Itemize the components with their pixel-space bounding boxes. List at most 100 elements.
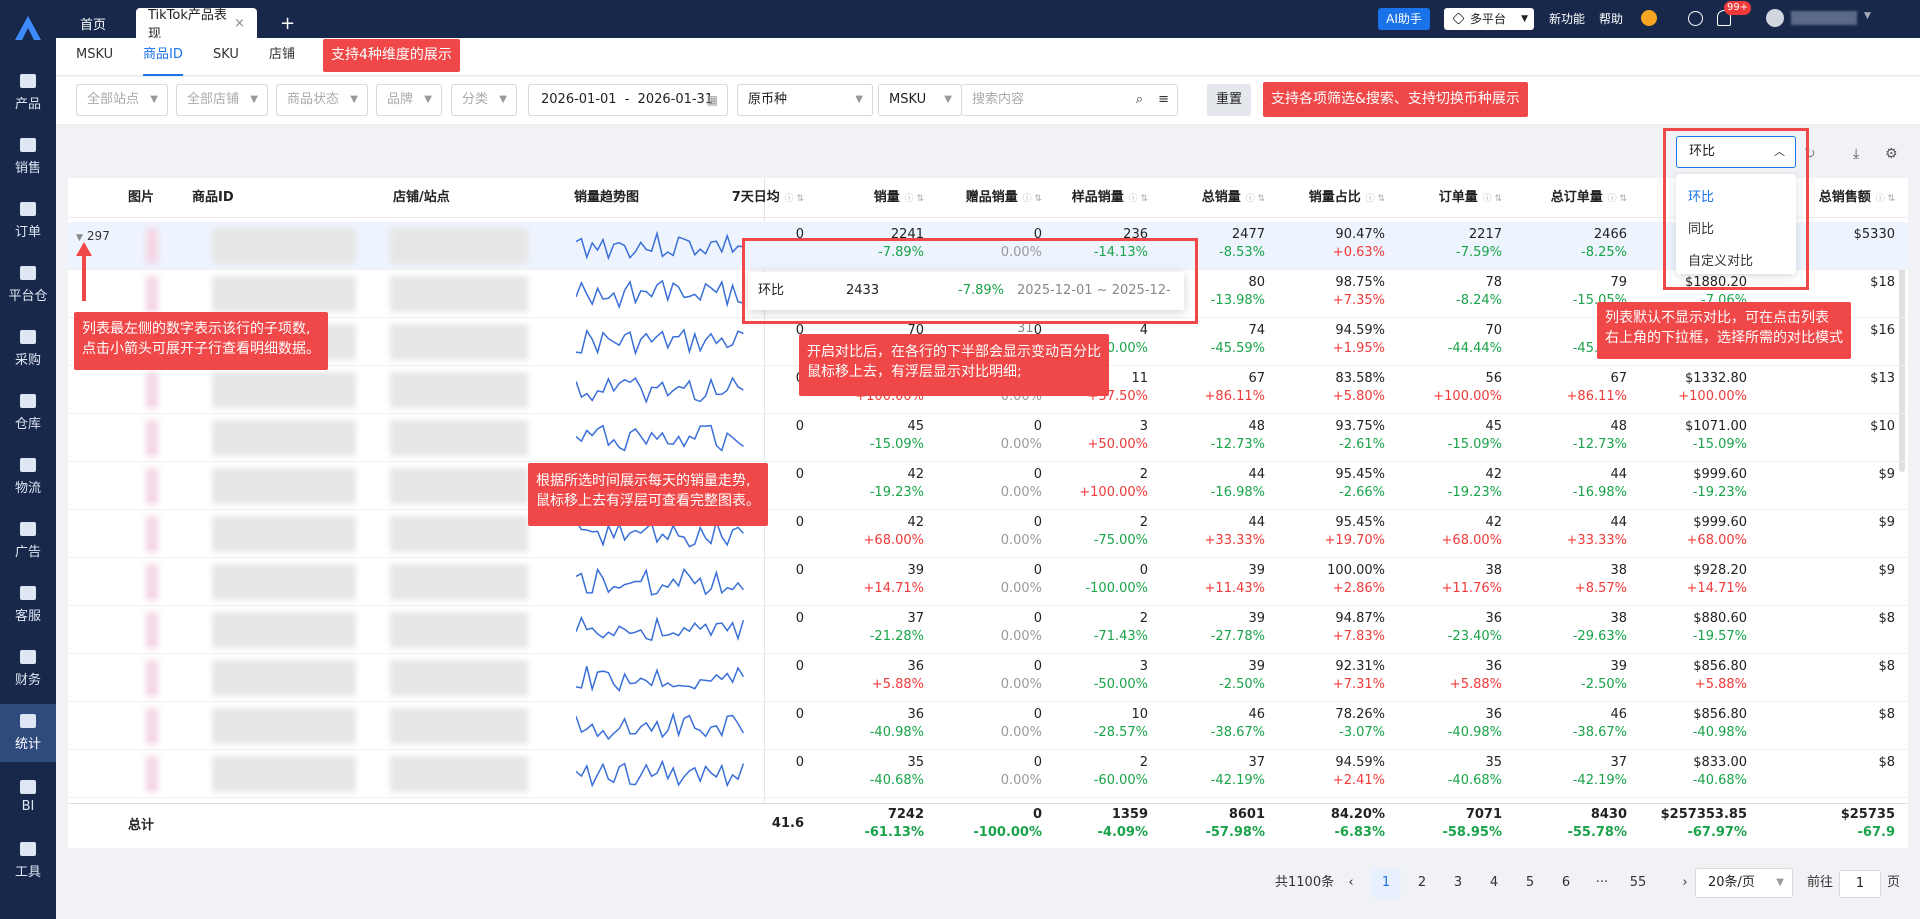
sidebar-item[interactable]: 工具 [0,832,56,890]
sidebar-item[interactable]: 广告 [0,512,56,570]
sales-trend-sparkline[interactable] [576,323,746,359]
table-row[interactable] [68,462,1908,510]
header-torders[interactable]: 总订单量 ⓘ ⇅ [1517,178,1627,218]
sort-icon[interactable]: ⓘ ⇅ [1479,194,1502,204]
table-row[interactable] [68,222,1908,270]
close-icon[interactable]: × [234,15,245,31]
sidebar-item[interactable]: BI [0,768,56,826]
page-button[interactable]: ··· [1595,875,1609,890]
table-row[interactable] [68,366,1908,414]
sidebar-item[interactable]: 财务 [0,640,56,698]
platform-select[interactable]: 多平台 ▼ [1444,8,1534,30]
sort-icon[interactable]: ⓘ ⇅ [1019,194,1042,204]
tab-store[interactable]: 店铺 [269,47,296,62]
page-button[interactable]: 1 [1371,868,1401,898]
page-button[interactable]: 2 [1417,875,1427,890]
sort-icon[interactable]: ⓘ ⇅ [1125,194,1148,204]
header-gift[interactable]: 赠品销量 ⓘ ⇅ [932,178,1042,218]
page-button[interactable]: 5 [1525,875,1535,890]
table-row[interactable] [68,750,1908,798]
prev-page-button[interactable]: ‹ [1348,875,1354,890]
sort-icon[interactable]: ⓘ ⇅ [1242,194,1265,204]
option-yoy[interactable]: 同比 [1688,222,1715,237]
ai-assistant-button[interactable]: AI助手 [1378,8,1430,30]
tab-product-id[interactable]: 商品ID [143,38,183,76]
sales-trend-sparkline[interactable] [576,755,746,791]
add-tab-button[interactable]: + [280,12,296,34]
search-type-select[interactable]: MSKU ▼ [878,84,962,116]
sales-trend-sparkline[interactable] [576,227,746,263]
header-orders[interactable]: 订单量 ⓘ ⇅ [1392,178,1502,218]
status-select[interactable]: 商品状态 ▼ [276,84,368,116]
avatar[interactable] [1766,9,1784,27]
sort-icon[interactable]: ⓘ ⇅ [1362,194,1385,204]
table-row[interactable] [68,654,1908,702]
store-select[interactable]: 全部店铺 ▼ [176,84,268,116]
sales-trend-sparkline[interactable] [576,419,746,455]
menu-icon[interactable]: ≡ [1158,92,1169,107]
expand-row-toggle[interactable]: ▼ 297 [76,229,110,243]
sort-icon[interactable]: ⓘ ⇅ [1604,194,1627,204]
user-status-icon[interactable] [1641,10,1657,26]
search-input[interactable]: 搜索内容 ⌕ ≡ [961,84,1178,116]
settings-icon[interactable]: ⚙ [1885,146,1898,162]
header-tsales[interactable]: 总销售额 ⓘ ⇅ [1785,178,1895,218]
caret-down-icon[interactable]: ▼ [76,233,83,243]
brand-select[interactable]: 品牌 ▼ [376,84,442,116]
header-qty[interactable]: 销量 ⓘ ⇅ [814,178,924,218]
option-custom[interactable]: 自定义对比 [1688,254,1754,269]
sidebar-item[interactable]: 平台仓 [0,256,56,314]
sidebar-item[interactable]: 统计 [0,704,56,762]
sales-trend-sparkline[interactable] [576,659,746,695]
category-select[interactable]: 分类 ▼ [451,84,517,116]
sales-trend-sparkline[interactable] [576,611,746,647]
header-total[interactable]: 总销量 ⓘ ⇅ [1155,178,1265,218]
page-button[interactable]: 4 [1489,875,1499,890]
sidebar-item[interactable]: 销售 [0,128,56,186]
sidebar-item[interactable]: 采购 [0,320,56,378]
reset-button[interactable]: 重置 [1207,84,1251,116]
header-avg[interactable]: 7天日均 ⓘ ⇅ [694,178,804,218]
table-row[interactable] [68,702,1908,750]
page-button[interactable]: 6 [1561,875,1571,890]
table-row[interactable] [68,270,1908,318]
help-link[interactable]: 帮助 [1599,12,1624,26]
chevron-down-icon[interactable]: ▼ [1864,11,1871,21]
date-range-picker[interactable]: 2026-01-01 - 2026-01-31 ▦ [528,84,728,116]
sales-trend-sparkline[interactable] [576,563,746,599]
page-size-select[interactable]: 20条/页 ▼ [1695,868,1793,898]
sales-trend-sparkline[interactable] [576,707,746,743]
sort-icon[interactable]: ⓘ ⇅ [781,194,804,204]
sales-trend-sparkline[interactable] [576,371,746,407]
search-icon[interactable]: ⌕ [1135,92,1143,107]
page-button[interactable]: 3 [1453,875,1463,890]
download-icon[interactable]: ⤓ [1853,146,1860,162]
sort-icon[interactable]: ⓘ ⇅ [901,194,924,204]
sidebar-item[interactable]: 物流 [0,448,56,506]
sidebar-item[interactable]: 仓库 [0,384,56,442]
download-icon[interactable] [1688,11,1703,26]
table-row[interactable] [68,510,1908,558]
sort-icon[interactable]: ⓘ ⇅ [1872,194,1895,204]
option-mom[interactable]: 环比 [1688,190,1715,205]
tab-home[interactable]: 首页 [68,8,118,38]
tab-msku[interactable]: MSKU [76,47,114,62]
currency-select[interactable]: 原币种 ▼ [737,84,873,116]
next-page-button[interactable]: › [1682,875,1688,890]
sales-trend-sparkline[interactable] [576,275,746,311]
sidebar-item[interactable]: 订单 [0,192,56,250]
site-select[interactable]: 全部站点 ▼ [76,84,168,116]
page-button[interactable]: 55 [1629,875,1647,890]
goto-page-input[interactable]: 1 [1839,870,1881,898]
vertical-scrollbar[interactable] [1899,222,1905,472]
header-sample[interactable]: 样品销量 ⓘ ⇅ [1038,178,1148,218]
header-share[interactable]: 销量占比 ⓘ ⇅ [1275,178,1385,218]
tab-sku[interactable]: SKU [213,47,239,62]
logo[interactable] [0,0,56,56]
table-row[interactable] [68,606,1908,654]
tab-tiktok-performance[interactable]: TikTok产品表现 × [136,8,257,42]
new-features-link[interactable]: 新功能 [1549,12,1586,26]
sidebar-item[interactable]: 产品 [0,64,56,122]
sidebar-item[interactable]: 客服 [0,576,56,634]
table-row[interactable] [68,414,1908,462]
